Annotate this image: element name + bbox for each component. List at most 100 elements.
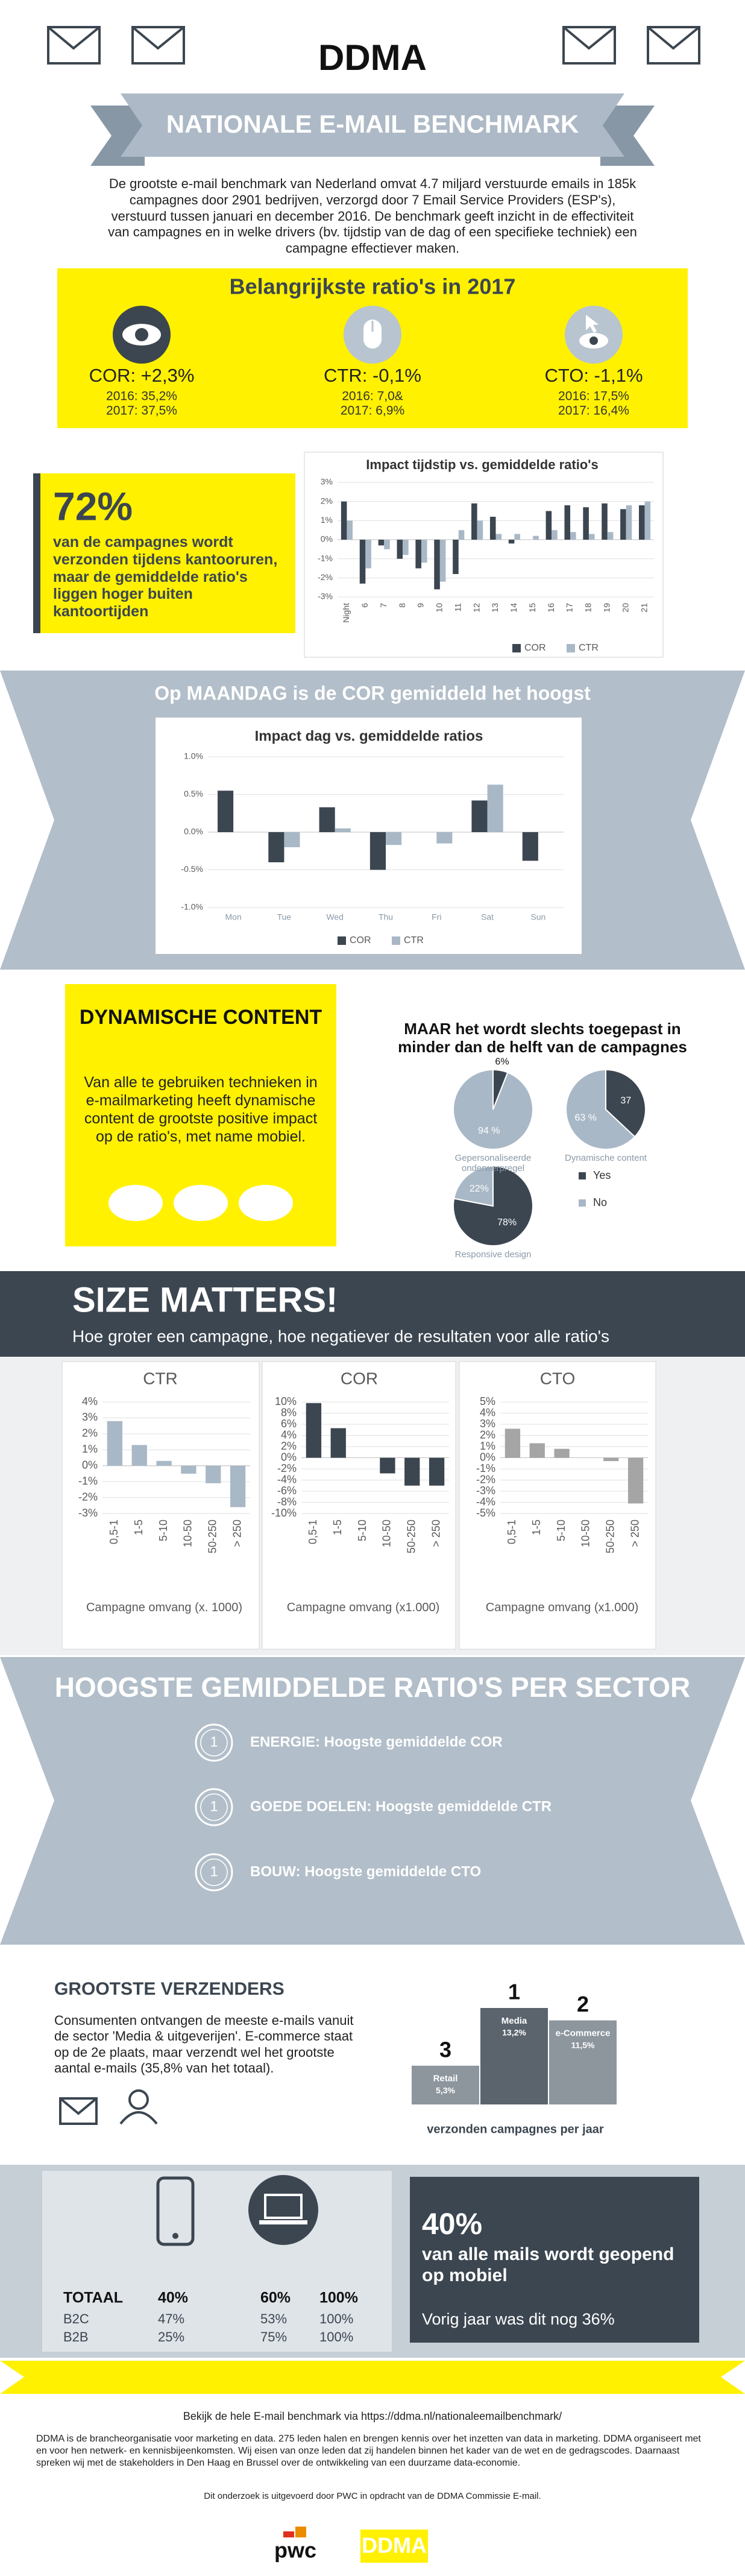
bar	[434, 540, 440, 590]
y-tick-label: 1.0%	[184, 751, 203, 761]
size-subtitle: Hoe groter een campagne, hoe negatiever …	[72, 1327, 609, 1345]
bar	[533, 535, 539, 540]
bar	[603, 1457, 619, 1462]
pie-slice	[453, 1165, 494, 1207]
y-tick-label: -0.5%	[181, 864, 203, 874]
chart-frame	[156, 718, 582, 954]
sectors-title: HOOGSTE GEMIDDELDE RATIO'S PER SECTOR	[55, 1672, 691, 1703]
bar	[522, 832, 538, 861]
bar	[386, 832, 402, 845]
bar	[638, 505, 645, 540]
chart-title: CTR	[143, 1369, 178, 1387]
mobile-table-bg	[42, 2171, 392, 2352]
chart-frame	[262, 1361, 456, 1650]
table-cell: 100%	[319, 2311, 353, 2326]
bar	[505, 1428, 521, 1458]
mobile-text: van alle mails wordt geopend op mobiel	[422, 2244, 674, 2285]
laptop-icon	[248, 2175, 318, 2245]
bar	[365, 540, 371, 569]
logo-ddma: DDMA	[362, 2533, 427, 2558]
dynamic-text: Van alle te gebruiken technieken in e-ma…	[84, 1074, 318, 1145]
legend-label: No	[593, 1196, 607, 1208]
x-tick-label: 0,5-1	[307, 1520, 319, 1544]
x-tick-label: 20	[620, 603, 630, 613]
bar	[412, 2065, 479, 2104]
y-tick-label: 6%	[281, 1418, 297, 1430]
x-tick-label: Night	[341, 603, 351, 623]
sender-icons	[59, 2089, 158, 2125]
x-axis-label: verzonden campagnes per jaar	[427, 2123, 604, 2136]
chart-frame	[459, 1361, 656, 1650]
x-tick-label: 12	[471, 603, 481, 613]
legend-label: CTR	[404, 935, 424, 945]
medal-rank: 1	[210, 1798, 218, 1814]
bar	[206, 1465, 221, 1483]
section-band	[0, 1657, 745, 1945]
y-tick-label: -1.0%	[181, 902, 203, 912]
bar	[480, 2008, 548, 2104]
bar	[380, 1457, 395, 1474]
medal	[195, 1853, 233, 1892]
table-cell: 47%	[158, 2311, 184, 2326]
bar	[330, 1428, 346, 1458]
legend-label: Yes	[593, 1169, 611, 1181]
section-title: Op MAANDAG is de COR gemiddeld het hoogs…	[154, 682, 591, 704]
envelope-icons	[47, 26, 700, 65]
bar	[508, 540, 515, 544]
pie-value-label: 37	[620, 1096, 631, 1106]
bar	[107, 1421, 123, 1466]
y-tick-label: -1%	[318, 553, 333, 563]
bar	[404, 1457, 420, 1486]
ratio-headline: CTR: -0,1%	[324, 365, 421, 386]
x-tick-label: 17	[565, 603, 574, 613]
bar	[268, 832, 284, 862]
senders-text: Consumenten ontvangen de meeste e-mails …	[54, 2013, 354, 2076]
bar	[335, 828, 351, 832]
bar	[564, 505, 571, 540]
sector-item: ENERGIE: Hoogste gemiddelde COR	[250, 1734, 503, 1750]
x-tick-label: 15	[527, 603, 537, 613]
y-tick-label: 2%	[82, 1427, 98, 1439]
bar	[552, 530, 558, 540]
table-cell: 25%	[158, 2329, 184, 2344]
legend-swatch	[579, 1199, 586, 1207]
decor-circle	[108, 1185, 163, 1221]
x-axis-label: Campagne omvang (x1.000)	[286, 1601, 440, 1614]
y-tick-label: -3%	[78, 1507, 98, 1519]
y-tick-label: 3%	[480, 1418, 495, 1430]
footer-text: DDMA is de brancheorganisatie voor marke…	[36, 2434, 701, 2468]
bar	[397, 540, 403, 559]
bar	[495, 534, 502, 540]
table-cell: 75%	[260, 2329, 287, 2344]
phone-icon	[156, 2176, 195, 2246]
medal-rank: 1	[210, 1734, 218, 1750]
x-tick-label: 7	[379, 603, 388, 608]
x-tick-label: 14	[509, 603, 518, 613]
y-tick-label: -1%	[78, 1475, 98, 1487]
x-tick-label: Tue	[277, 912, 292, 922]
mobile-big: 40%	[422, 2207, 482, 2241]
bar	[549, 2020, 617, 2104]
bar	[554, 1448, 570, 1458]
office-box	[33, 473, 295, 633]
x-tick-label: 5-10	[157, 1520, 169, 1541]
medal	[200, 1793, 228, 1821]
table-cell: 60%	[260, 2290, 291, 2306]
bar-category: e-Commerce	[556, 2028, 611, 2039]
ratio-line: 2017: 16,4%	[558, 404, 629, 418]
medal	[195, 1788, 233, 1826]
x-axis-label: Campagne omvang (x1.000)	[485, 1601, 639, 1614]
bar	[341, 501, 347, 540]
legend-swatch	[392, 936, 400, 945]
pie-value-label: 6%	[495, 1057, 509, 1067]
x-tick-label: Sun	[530, 912, 545, 922]
y-tick-label: 1%	[480, 1440, 495, 1452]
x-tick-label: 19	[602, 603, 611, 613]
ratio-line: 2016: 35,2%	[106, 390, 177, 403]
chart-frame	[304, 452, 664, 658]
table-cell: 100%	[319, 2329, 353, 2344]
x-tick-label: 8	[397, 603, 407, 608]
eye-icon	[135, 328, 148, 341]
y-tick-label: 3%	[82, 1411, 98, 1423]
bar	[627, 1457, 644, 1504]
